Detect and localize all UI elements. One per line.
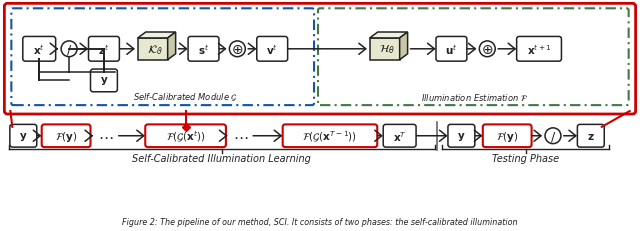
Text: Illumination Estimation $\mathcal{F}$: Illumination Estimation $\mathcal{F}$ [420, 91, 528, 102]
FancyBboxPatch shape [436, 37, 467, 62]
Text: $\oplus$: $\oplus$ [231, 43, 244, 57]
FancyBboxPatch shape [90, 70, 117, 92]
Polygon shape [370, 33, 408, 39]
FancyBboxPatch shape [283, 125, 377, 147]
Text: $/$: $/$ [66, 43, 72, 57]
Text: $\mathcal{K}_\vartheta$: $\mathcal{K}_\vartheta$ [147, 43, 163, 56]
Text: $\cdots$: $\cdots$ [232, 129, 248, 144]
Text: $\mathbf{x}^T$: $\mathbf{x}^T$ [393, 129, 406, 143]
Text: $\oplus$: $\oplus$ [481, 43, 493, 57]
FancyBboxPatch shape [88, 37, 120, 62]
Circle shape [545, 128, 561, 144]
Polygon shape [399, 33, 408, 61]
FancyBboxPatch shape [23, 37, 56, 62]
FancyBboxPatch shape [145, 125, 226, 147]
FancyBboxPatch shape [483, 125, 532, 147]
Text: $\mathcal{F}(\mathcal{G}(\mathbf{x}^{T-1}))$: $\mathcal{F}(\mathcal{G}(\mathbf{x}^{T-1… [303, 129, 358, 144]
Circle shape [479, 42, 495, 58]
FancyBboxPatch shape [42, 125, 90, 147]
FancyBboxPatch shape [188, 37, 219, 62]
Text: $\mathbf{s}^t$: $\mathbf{s}^t$ [198, 43, 209, 56]
Text: $\mathbf{y}$: $\mathbf{y}$ [100, 75, 108, 87]
Text: $\mathbf{u}^t$: $\mathbf{u}^t$ [445, 43, 458, 56]
FancyBboxPatch shape [257, 37, 287, 62]
Text: Self-Calibrated Illumination Learning: Self-Calibrated Illumination Learning [132, 154, 312, 164]
Text: $\mathbf{x}^{t+1}$: $\mathbf{x}^{t+1}$ [527, 43, 551, 56]
Text: $\mathcal{F}(\mathbf{y})$: $\mathcal{F}(\mathbf{y})$ [55, 129, 77, 143]
Text: $\mathcal{F}(\mathcal{G}(\mathbf{x}^t))$: $\mathcal{F}(\mathcal{G}(\mathbf{x}^t))$ [166, 129, 205, 144]
FancyBboxPatch shape [516, 37, 561, 62]
Text: $\mathcal{F}(\mathbf{y})$: $\mathcal{F}(\mathbf{y})$ [496, 129, 518, 143]
FancyBboxPatch shape [10, 125, 36, 147]
Polygon shape [138, 39, 168, 61]
Text: $\mathcal{H}_\theta$: $\mathcal{H}_\theta$ [379, 43, 395, 56]
Text: $\mathbf{x}^t$: $\mathbf{x}^t$ [33, 43, 45, 56]
Text: Self-Calibrated Module $\mathcal{G}$: Self-Calibrated Module $\mathcal{G}$ [133, 91, 238, 103]
Text: Figure 2: The pipeline of our method, SCI. It consists of two phases: the self-c: Figure 2: The pipeline of our method, SC… [122, 217, 518, 226]
Text: $\mathbf{y}$: $\mathbf{y}$ [19, 130, 28, 142]
Text: Testing Phase: Testing Phase [492, 154, 559, 164]
FancyBboxPatch shape [383, 125, 416, 147]
Circle shape [229, 42, 245, 58]
Text: $\mathbf{z}^t$: $\mathbf{z}^t$ [99, 43, 109, 56]
FancyBboxPatch shape [448, 125, 475, 147]
Polygon shape [138, 33, 175, 39]
Polygon shape [370, 39, 399, 61]
Text: $\mathbf{y}$: $\mathbf{y}$ [457, 130, 466, 142]
Text: $\mathbf{z}$: $\mathbf{z}$ [587, 131, 595, 141]
Polygon shape [168, 33, 175, 61]
Text: $/$: $/$ [550, 129, 556, 143]
Text: $\cdots$: $\cdots$ [98, 129, 114, 144]
Text: $\mathbf{v}^t$: $\mathbf{v}^t$ [266, 43, 278, 56]
FancyBboxPatch shape [4, 4, 636, 115]
Circle shape [61, 42, 77, 58]
FancyBboxPatch shape [577, 125, 604, 147]
